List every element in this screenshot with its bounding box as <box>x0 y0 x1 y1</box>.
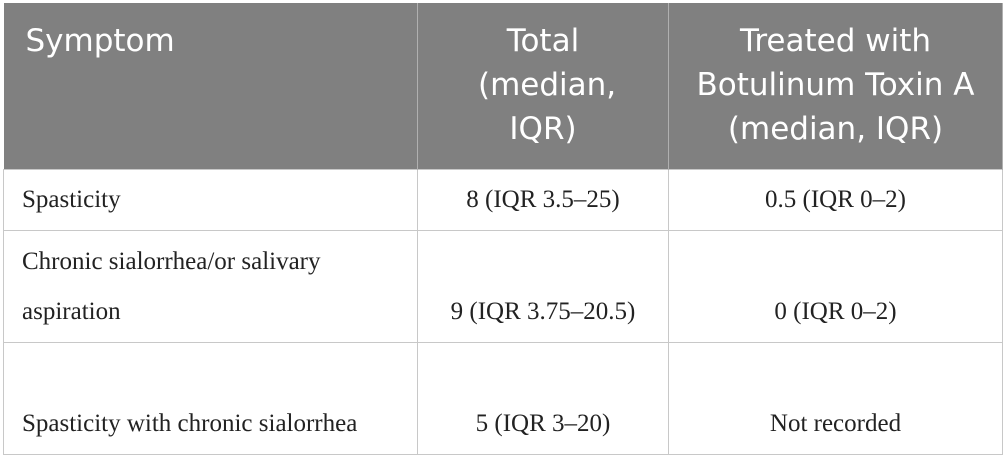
table-cell: 5 (IQR 3–20) <box>417 342 669 455</box>
header-cell: Treated with Botulinum Toxin A (median, … <box>668 3 1003 170</box>
table-row: Chronic sialorrhea/or salivary aspiratio… <box>3 230 1003 343</box>
header-row: Symptom Total (median, IQR) Treated with… <box>3 3 1003 170</box>
table-cell: 0 (IQR 0–2) <box>668 230 1003 343</box>
table-header: Symptom Total (median, IQR) Treated with… <box>3 3 1003 170</box>
table-cell: Spasticity with chronic sialorrhea <box>3 342 418 455</box>
table-cell: 9 (IQR 3.75–20.5) <box>417 230 669 343</box>
table-cell: Spasticity <box>3 169 418 231</box>
table-row: Spasticity with chronic sialorrhea 5 (IQR… <box>3 342 1003 455</box>
table-row: Spasticity 8 (IQR 3.5–25) 0.5 (IQR 0–2) <box>3 169 1003 231</box>
table-body: Spasticity 8 (IQR 3.5–25) 0.5 (IQR 0–2) Chr… <box>3 169 1003 455</box>
header-cell: Total (median, IQR) <box>417 3 669 170</box>
header-cell: Symptom <box>3 3 418 170</box>
table-cell: 0.5 (IQR 0–2) <box>668 169 1003 231</box>
data-table: Symptom Total (median, IQR) Treated with… <box>3 3 1003 455</box>
table-cell: Chronic sialorrhea/or salivary aspiratio… <box>3 230 418 343</box>
table-cell: Not recorded <box>668 342 1003 455</box>
table-cell: 8 (IQR 3.5–25) <box>417 169 669 231</box>
